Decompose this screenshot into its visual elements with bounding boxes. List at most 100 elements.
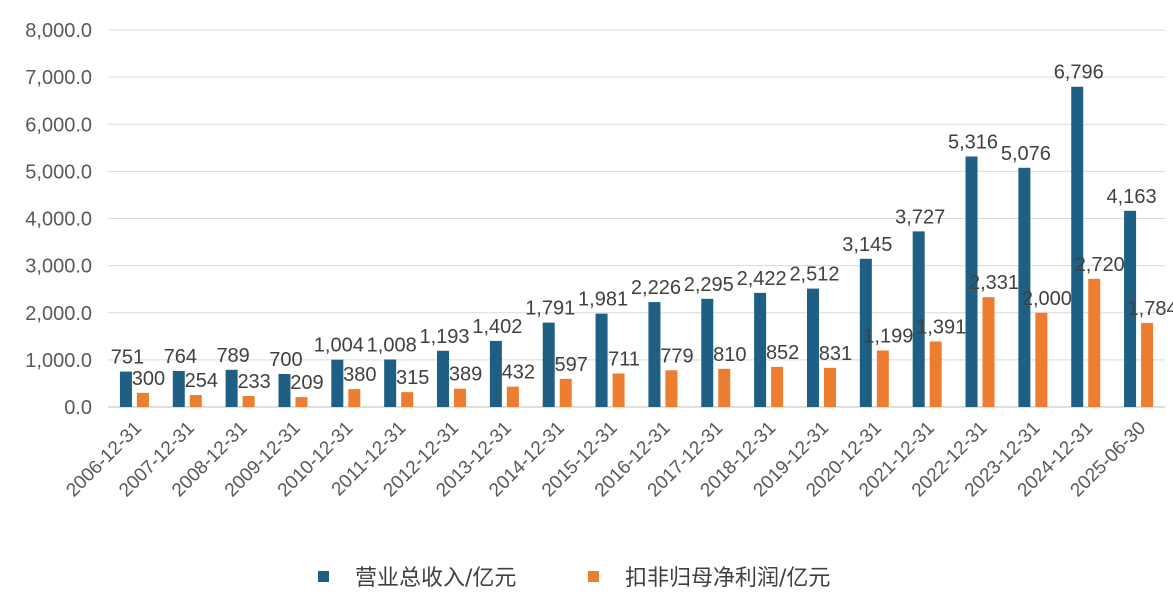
legend-label-profit: 扣非归母净利润/亿元 <box>625 566 831 591</box>
data-label-profit: 432 <box>502 362 535 384</box>
y-tick-label: 8,000.0 <box>25 20 92 42</box>
data-label-profit: 315 <box>396 367 429 389</box>
data-label-revenue: 1,402 <box>472 316 522 338</box>
data-label-revenue: 1,004 <box>314 335 364 357</box>
data-label-revenue: 1,981 <box>578 289 628 311</box>
bar-revenue <box>119 371 132 407</box>
bar-profit <box>876 350 889 407</box>
data-label-revenue: 1,193 <box>419 326 469 348</box>
y-tick-label: 6,000.0 <box>25 114 92 136</box>
bar-profit <box>929 341 942 407</box>
y-tick-label: 7,000.0 <box>25 67 92 89</box>
bar-revenue <box>701 298 714 407</box>
data-label-revenue: 1,008 <box>367 334 417 356</box>
data-label-revenue: 700 <box>269 349 302 371</box>
bar-profit <box>1141 322 1154 407</box>
bar-profit <box>348 389 361 407</box>
y-tick-label: 1,000.0 <box>25 350 92 372</box>
bar-profit <box>189 395 202 407</box>
legend-swatch-revenue <box>318 570 329 582</box>
data-label-profit: 852 <box>766 342 799 364</box>
data-label-profit: 254 <box>185 370 218 392</box>
data-label-revenue: 789 <box>216 345 249 367</box>
data-label-profit: 1,391 <box>916 316 966 338</box>
data-label-profit: 380 <box>343 364 376 386</box>
bar-revenue <box>542 322 555 407</box>
bars <box>119 86 1154 408</box>
data-label-revenue: 3,727 <box>895 206 945 228</box>
legend-item-revenue: 营业总收入/亿元 <box>318 560 516 592</box>
bar-revenue <box>384 359 397 407</box>
data-label-revenue: 5,076 <box>1001 143 1051 165</box>
data-label-profit: 1,199 <box>863 325 913 347</box>
bar-revenue <box>437 350 450 407</box>
bar-profit <box>1035 312 1048 407</box>
bar-profit <box>506 386 519 407</box>
data-label-profit: 810 <box>713 344 746 366</box>
y-tick-label: 0.0 <box>64 397 92 419</box>
data-label-revenue: 5,316 <box>948 131 998 153</box>
gridlines <box>108 29 1165 408</box>
bar-revenue <box>1071 86 1084 408</box>
bar-revenue <box>489 340 502 407</box>
bar-revenue <box>859 258 872 407</box>
data-label-revenue: 4,163 <box>1107 186 1157 208</box>
bar-profit <box>242 396 255 407</box>
legend: 营业总收入/亿元 扣非归母净利润/亿元 <box>0 556 1173 592</box>
data-label-profit: 300 <box>132 368 165 390</box>
data-label-profit: 233 <box>237 371 270 393</box>
bar-profit <box>771 366 784 407</box>
x-axis: 2006-12-312007-12-312008-12-312009-12-31… <box>62 418 1150 502</box>
data-label-profit: 389 <box>449 364 482 386</box>
bar-profit <box>559 378 572 407</box>
bar-profit <box>1088 278 1101 407</box>
bar-profit <box>454 388 467 407</box>
bar-profit <box>401 392 414 407</box>
bar-revenue <box>648 302 661 407</box>
data-label-revenue: 6,796 <box>1054 62 1104 84</box>
bar-revenue <box>1124 210 1137 407</box>
bar-revenue <box>965 156 978 407</box>
bar-revenue <box>595 313 608 407</box>
y-axis: 0.0 1,000.0 2,000.0 3,000.0 4,000.0 5,000.0 6,… <box>25 20 92 419</box>
data-label-revenue: 2,295 <box>684 274 734 296</box>
data-label-revenue: 3,145 <box>842 234 892 256</box>
data-label-profit: 779 <box>660 345 693 367</box>
data-label-revenue: 751 <box>111 347 144 369</box>
bar-profit <box>612 373 625 407</box>
y-tick-label: 4,000.0 <box>25 209 92 231</box>
data-label-profit: 1,784 <box>1128 298 1173 320</box>
data-label-profit: 711 <box>608 348 640 370</box>
bar-profit <box>665 370 678 407</box>
bar-profit <box>982 297 995 407</box>
data-label-profit: 597 <box>555 354 588 376</box>
data-label-profit: 209 <box>290 372 323 394</box>
legend-item-profit: 扣非归母净利润/亿元 <box>588 560 830 592</box>
data-label-revenue: 1,791 <box>525 298 575 320</box>
legend-label-revenue: 营业总收入/亿元 <box>355 566 517 591</box>
bar-revenue <box>278 374 291 407</box>
data-label-profit: 2,720 <box>1075 254 1125 276</box>
bar-profit <box>295 397 308 407</box>
data-label-revenue: 2,422 <box>737 268 787 290</box>
data-label-profit: 831 <box>819 343 852 365</box>
data-label-revenue: 764 <box>164 346 197 368</box>
bar-revenue <box>912 231 925 407</box>
data-label-profit: 2,331 <box>969 272 1019 294</box>
legend-swatch-profit <box>588 570 599 582</box>
bar-revenue <box>331 359 344 407</box>
bar-revenue <box>1018 167 1031 407</box>
bar-revenue <box>806 288 819 407</box>
y-tick-label: 3,000.0 <box>25 256 92 278</box>
data-label-revenue: 2,226 <box>631 277 681 299</box>
data-label-profit: 2,000 <box>1022 288 1072 310</box>
data-label-revenue: 2,512 <box>789 264 839 286</box>
y-tick-label: 5,000.0 <box>25 161 92 183</box>
bar-chart: 0.0 1,000.0 2,000.0 3,000.0 4,000.0 5,000.0 6,… <box>25 20 1173 502</box>
y-tick-label: 2,000.0 <box>25 303 92 325</box>
bar-revenue <box>754 292 767 407</box>
bar-profit <box>718 368 731 407</box>
bar-revenue <box>172 370 185 407</box>
bar-profit <box>823 367 836 407</box>
